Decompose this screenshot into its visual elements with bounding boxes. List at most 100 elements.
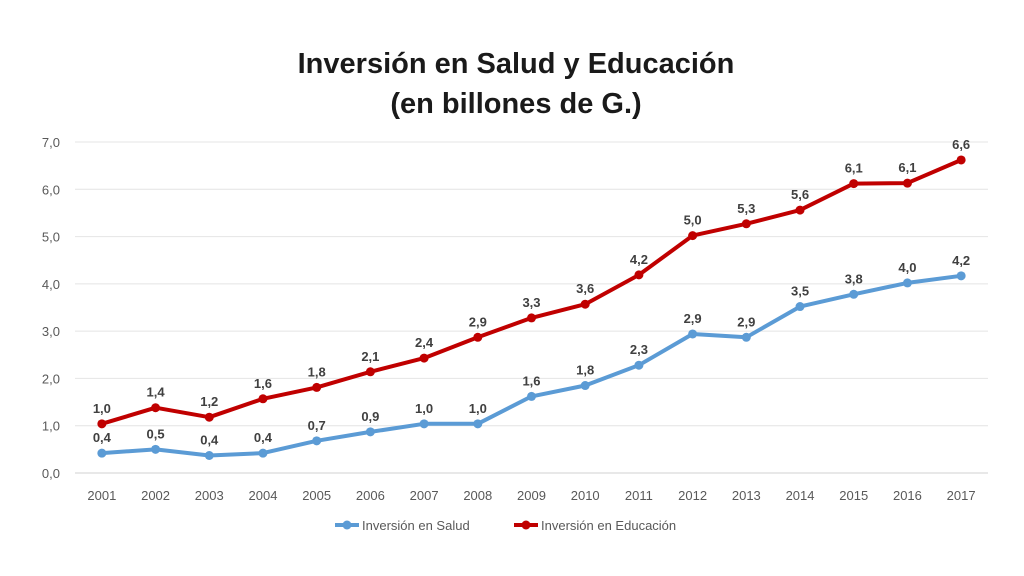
data-point [741,332,751,342]
x-tick-label: 2009 [517,488,546,503]
data-point [365,367,375,377]
data-label: 0,4 [93,430,112,445]
data-label: 0,5 [147,426,165,441]
x-tick-label: 2005 [302,488,331,503]
data-label: 2,3 [630,342,648,357]
data-point [365,427,375,437]
x-tick-label: 2003 [195,488,224,503]
legend: Inversión en Salud Inversión en Educación [335,518,676,533]
data-label: 6,6 [952,137,970,152]
data-label: 5,0 [684,213,702,228]
x-tick-label: 2016 [893,488,922,503]
legend-swatch-marker [521,520,531,530]
data-label: 3,6 [576,281,594,296]
data-point [258,448,268,458]
data-label: 1,2 [200,394,218,409]
data-label: 1,0 [415,401,433,416]
data-label: 1,8 [576,363,594,378]
y-axis: 0,0 1,0 2,0 3,0 4,0 5,0 6,0 7,0 [42,135,60,481]
data-point [849,179,859,189]
legend-label: Inversión en Salud [362,518,470,533]
data-point [849,289,859,299]
data-point [580,381,590,391]
data-point [580,299,590,309]
y-tick-label: 6,0 [42,182,60,197]
chart-title-main: Inversión en Salud y Educación [297,48,735,80]
y-tick-label: 5,0 [42,230,60,245]
data-point [902,278,912,288]
data-label: 0,4 [254,430,273,445]
data-point [151,403,161,413]
legend-label: Inversión en Educación [541,518,676,533]
x-tick-label: 2015 [839,488,868,503]
y-tick-label: 1,0 [42,419,60,434]
data-point [956,155,966,165]
x-tick-label: 2010 [571,488,600,503]
data-label: 4,2 [630,252,648,267]
data-point [634,270,644,280]
x-tick-label: 2007 [410,488,439,503]
x-tick-label: 2011 [625,488,653,503]
chart-subtitle: (en billones de G.) [390,88,642,120]
data-label: 6,1 [898,160,916,175]
data-point [795,205,805,215]
data-label: 2,9 [684,311,702,326]
data-point [795,302,805,312]
data-label: 1,6 [254,376,272,391]
data-point [634,360,644,370]
data-label: 5,6 [791,187,809,202]
data-label: 0,9 [361,409,379,424]
data-point [419,353,429,363]
data-label: 1,8 [308,364,326,379]
data-labels: 0,4 0,5 0,4 0,4 0,7 0,9 1,0 1,0 1,6 1,8 2,3 2,9 2,9 3… [93,137,970,448]
y-tick-label: 7,0 [42,135,60,150]
data-label: 4,0 [898,260,916,275]
data-label: 3,8 [845,271,863,286]
y-tick-label: 4,0 [42,277,60,292]
y-tick-label: 3,0 [42,324,60,339]
data-label: 1,0 [469,401,487,416]
y-tick-label: 0,0 [42,466,60,481]
data-point [527,313,536,323]
data-point [312,382,322,392]
data-point [741,219,751,229]
x-tick-label: 2004 [249,488,278,503]
data-point [473,332,483,342]
x-tick-label: 2012 [678,488,707,503]
data-label: 3,5 [791,284,809,299]
data-label: 0,7 [308,418,326,433]
data-point [312,436,322,446]
data-label: 2,4 [415,335,434,350]
grid-lines [75,141,988,474]
data-label: 1,6 [522,373,540,388]
data-point [97,448,107,458]
x-tick-label: 2006 [356,488,385,503]
data-point [258,394,268,404]
data-point [527,391,536,401]
data-point [688,231,698,241]
x-tick-label: 2017 [947,488,976,503]
data-label: 6,1 [845,161,863,176]
x-tick-label: 2001 [87,488,116,503]
x-tick-label: 2002 [141,488,170,503]
data-point [956,271,966,281]
data-point [902,178,912,188]
data-point [204,412,214,422]
x-tick-label: 2014 [786,488,815,503]
data-label: 0,4 [200,433,219,448]
data-point [151,444,161,454]
data-point [419,419,429,429]
data-label: 3,3 [522,295,540,310]
y-tick-label: 2,0 [42,371,60,386]
data-label: 1,4 [147,385,166,400]
data-label: 2,9 [469,314,487,329]
data-label: 1,0 [93,401,111,416]
data-point [688,329,698,339]
legend-swatch-marker [342,520,352,530]
x-tick-label: 2013 [732,488,761,503]
data-point [204,451,214,461]
chart-title: Inversión en Salud y Educación (en billo… [0,44,1024,124]
data-label: 2,1 [361,349,379,364]
x-tick-label: 2008 [463,488,492,503]
